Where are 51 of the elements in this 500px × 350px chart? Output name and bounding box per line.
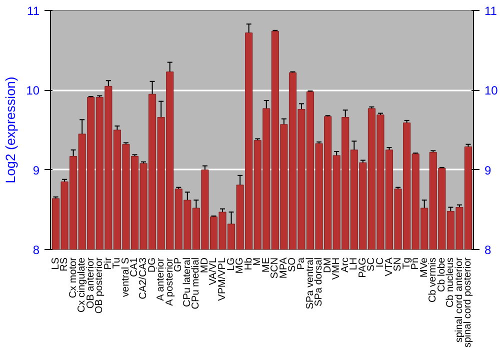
x-tick-label: LS <box>50 257 62 270</box>
x-tick-label: M <box>252 257 264 266</box>
x-tick-label: IC <box>374 258 386 268</box>
x-tick-label: Arc <box>340 258 351 272</box>
x-tick-label: A anterior <box>156 257 167 301</box>
x-tick-label: Hb <box>243 257 254 270</box>
x-tick-label: Pn <box>410 257 422 270</box>
x-tick-label: CA1 <box>129 257 140 277</box>
x-tick-label: ME <box>260 257 272 272</box>
x-tick-label: GP <box>173 257 184 272</box>
y-tick-label: 9 <box>32 163 40 178</box>
x-tick-label: OB posterior <box>94 256 106 314</box>
x-tick-label: SPa dorsal <box>314 257 325 306</box>
x-tick-label: Tu <box>112 257 123 269</box>
x-tick-label: SC <box>366 257 378 272</box>
x-tick-label: OB anterior <box>85 256 96 309</box>
x-tick-label: CA2/CA3 <box>138 257 150 300</box>
x-tick-label: RS <box>59 257 70 272</box>
x-tick-label: ventral S <box>120 257 132 297</box>
x-tick-label: CPu lateral <box>182 258 193 307</box>
y2-tick-label: 8 <box>484 243 492 257</box>
x-tick-label: PAG <box>357 257 368 278</box>
x-tick-label: SCN <box>270 257 281 279</box>
y-tick-label: 11 <box>27 4 40 18</box>
x-tick-label: CPu medial <box>190 257 202 310</box>
x-tick-label: VMH <box>331 257 342 280</box>
y-tick-label: 10 <box>26 84 40 98</box>
x-tick-label: spinal cord posterior <box>462 256 474 348</box>
x-tick-label: MVe <box>418 257 430 278</box>
x-tick-label: VTA <box>384 257 395 276</box>
x-tick-label: LH <box>348 257 360 270</box>
x-tick-label: MPA <box>278 257 290 278</box>
x-tick-label: DM <box>322 257 334 274</box>
x-tick-label: Tg <box>401 258 412 270</box>
x-tick-label: DG <box>146 257 158 272</box>
x-tick-label: spinal cord anterior <box>454 256 465 343</box>
x-tick-label: Cb nucleus <box>445 258 456 308</box>
x-tick-label: VPM/VPL <box>217 257 228 301</box>
y2-tick-label: 9 <box>484 163 492 178</box>
y2-tick-label: 10 <box>484 84 498 98</box>
y2-tick-label: 11 <box>484 4 498 18</box>
x-tick-label: SN <box>392 257 404 272</box>
x-tick-label: Pa <box>296 257 307 270</box>
y-tick-label: 8 <box>32 243 40 257</box>
x-tick-label: LG <box>226 257 237 271</box>
x-tick-label: Pir <box>102 256 114 270</box>
x-tick-label: SO <box>287 257 298 272</box>
y-axis-title: Log2 (expression) <box>3 76 18 184</box>
x-tick-label: A posterior <box>164 257 176 306</box>
x-tick-label: Cb lobe <box>436 257 448 292</box>
x-tick-label: Cx cingulate <box>76 257 88 313</box>
